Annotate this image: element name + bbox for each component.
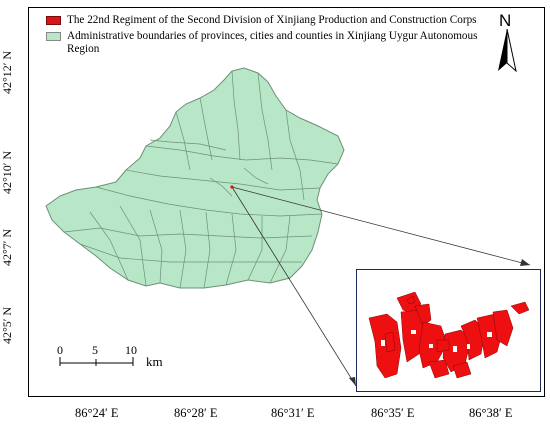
connector-line-bottom <box>231 186 357 387</box>
legend-label-regiment: The 22nd Regiment of the Second Division… <box>67 14 477 26</box>
regiment-parcels <box>368 291 530 379</box>
lon-label-4: 86°35′ E <box>371 406 415 420</box>
scale-bar <box>59 357 134 366</box>
legend-label-boundaries: Administrative boundaries of provinces, … <box>67 30 478 55</box>
scale-tick-5: 5 <box>92 343 98 357</box>
north-arrow: N <box>494 11 520 73</box>
legend: The 22nd Regiment of the Second Division… <box>46 14 507 59</box>
lat-label-2: 42°10′ N <box>0 150 15 195</box>
map-frame <box>28 7 545 397</box>
parcel-gaps <box>381 330 492 352</box>
lat-label-4: 42°5′ N <box>0 306 15 345</box>
inset-map <box>356 269 541 392</box>
legend-item-boundaries: Administrative boundaries of provinces, … <box>46 30 507 56</box>
regiment-area-map <box>368 291 530 379</box>
scale-tick-10: 10 <box>125 343 137 357</box>
scale-unit: km <box>146 354 163 369</box>
lon-label-2: 86°28′ E <box>174 406 218 420</box>
lon-label-1: 86°24′ E <box>75 406 119 420</box>
legend-item-regiment: The 22nd Regiment of the Second Division… <box>46 14 507 27</box>
lon-label-5: 86°38′ E <box>469 406 513 420</box>
lat-label-1: 42°12′ N <box>0 50 15 95</box>
connector-line-top <box>231 186 531 266</box>
connector-arrowhead-bottom <box>349 377 356 386</box>
regiment-swatch <box>46 16 61 25</box>
county-boundaries <box>63 70 339 289</box>
lat-label-3: 42°7′ N <box>0 228 15 267</box>
scale-tick-0: 0 <box>57 343 63 357</box>
north-label: N <box>499 11 512 30</box>
xinjiang-region <box>45 67 345 289</box>
connector-arrowhead-top <box>520 259 530 266</box>
boundaries-swatch <box>46 32 61 41</box>
lon-label-3: 86°31′ E <box>271 406 315 420</box>
north-arrow-icon <box>498 29 517 73</box>
regiment-location-marker <box>230 185 234 189</box>
